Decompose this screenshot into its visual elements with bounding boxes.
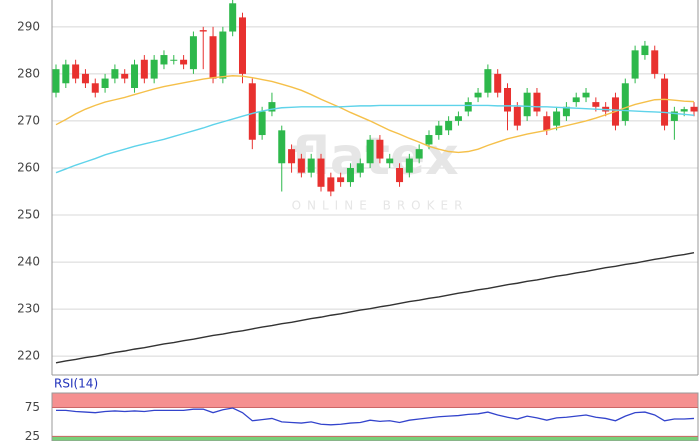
candle-body bbox=[425, 135, 433, 145]
candle-body bbox=[661, 78, 669, 126]
candle-body bbox=[464, 102, 472, 112]
candle-body bbox=[582, 92, 590, 98]
candle-body bbox=[405, 158, 413, 173]
candle-body bbox=[288, 149, 296, 164]
candle-body bbox=[690, 106, 698, 112]
oversold-band bbox=[52, 436, 698, 441]
candle-body bbox=[543, 116, 551, 131]
y-tick-label: 25 bbox=[25, 429, 40, 441]
candle-body bbox=[474, 92, 482, 98]
candle-body bbox=[160, 55, 168, 65]
candle-body bbox=[562, 106, 570, 117]
candle-body bbox=[199, 30, 207, 32]
candle-body bbox=[170, 59, 178, 61]
candle-body bbox=[91, 83, 99, 93]
candle-body bbox=[317, 158, 325, 187]
y-tick-label: 290 bbox=[17, 19, 40, 33]
candle-body bbox=[445, 120, 453, 131]
candle-body bbox=[111, 69, 119, 79]
candle-body bbox=[513, 106, 521, 126]
candle-body bbox=[670, 111, 678, 121]
candle-body bbox=[504, 87, 512, 112]
candle-body bbox=[209, 36, 217, 79]
candle-body bbox=[248, 83, 256, 140]
candle-body bbox=[386, 158, 394, 164]
candle-body bbox=[494, 73, 502, 93]
panel-title: RSI(14) bbox=[54, 377, 98, 391]
candle-body bbox=[327, 177, 335, 192]
candle-body bbox=[533, 92, 541, 112]
y-tick-label: 250 bbox=[17, 208, 40, 222]
y-tick-label: 280 bbox=[17, 66, 40, 80]
candle-body bbox=[189, 36, 197, 70]
candle-body bbox=[52, 69, 60, 93]
candle-body bbox=[180, 59, 188, 65]
candle-body bbox=[278, 130, 286, 164]
candle-body bbox=[592, 102, 600, 107]
candle-body bbox=[72, 64, 80, 79]
candle-body bbox=[238, 17, 246, 74]
candle-body bbox=[641, 45, 649, 56]
moving-average bbox=[55, 75, 695, 154]
candle-body bbox=[346, 167, 354, 183]
candle-body bbox=[307, 158, 315, 173]
y-tick-label: 230 bbox=[17, 302, 40, 316]
candle-body bbox=[258, 111, 266, 136]
candle-body bbox=[415, 149, 423, 159]
candle-body bbox=[454, 116, 462, 121]
candle-body bbox=[621, 83, 629, 121]
candle-body bbox=[337, 177, 345, 183]
candle-body bbox=[553, 111, 561, 126]
y-tick-label: 260 bbox=[17, 160, 40, 174]
candle-body bbox=[81, 73, 89, 84]
y-tick-label: 220 bbox=[17, 349, 40, 363]
watermark-tagline: ONLINE BROKER bbox=[292, 199, 469, 213]
candle-body bbox=[150, 59, 158, 79]
candle-body bbox=[229, 3, 237, 32]
panel-frame bbox=[51, 392, 699, 441]
candle-body bbox=[523, 92, 531, 117]
candle-body bbox=[366, 139, 374, 164]
candle-body bbox=[219, 31, 227, 79]
candle-body bbox=[62, 64, 70, 84]
candle-body bbox=[651, 50, 659, 74]
candle-body bbox=[376, 139, 384, 159]
candle-body bbox=[101, 78, 109, 88]
candle-body bbox=[356, 163, 364, 173]
moving-average bbox=[55, 251, 695, 364]
rsi-line bbox=[56, 407, 695, 426]
candle-body bbox=[484, 69, 492, 93]
y-tick-label: 75 bbox=[25, 400, 40, 414]
watermark-brand: flatex bbox=[291, 127, 458, 187]
y-tick-label: 240 bbox=[17, 255, 40, 269]
candle-body bbox=[131, 64, 139, 88]
candle-body bbox=[572, 97, 580, 103]
candle-body bbox=[268, 102, 276, 112]
candle-body bbox=[680, 109, 688, 112]
candle-body bbox=[631, 50, 639, 79]
candle-body bbox=[396, 167, 404, 183]
candle-body bbox=[121, 73, 129, 79]
y-tick-label: 270 bbox=[17, 113, 40, 127]
candle-body bbox=[297, 158, 305, 173]
overbought-band bbox=[52, 393, 698, 408]
moving-average bbox=[55, 104, 695, 174]
candle-body bbox=[140, 59, 148, 79]
candle-body bbox=[435, 125, 443, 136]
